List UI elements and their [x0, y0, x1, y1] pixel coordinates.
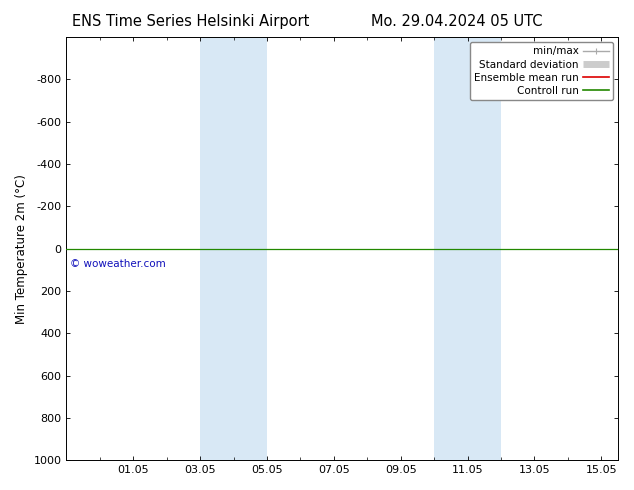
Bar — [200, 37, 267, 460]
Legend: min/max, Standard deviation, Ensemble mean run, Controll run: min/max, Standard deviation, Ensemble me… — [470, 42, 613, 100]
Text: Mo. 29.04.2024 05 UTC: Mo. 29.04.2024 05 UTC — [371, 14, 542, 29]
Bar — [434, 37, 501, 460]
Y-axis label: Min Temperature 2m (°C): Min Temperature 2m (°C) — [15, 173, 28, 323]
Text: ENS Time Series Helsinki Airport: ENS Time Series Helsinki Airport — [72, 14, 309, 29]
Text: © woweather.com: © woweather.com — [70, 259, 165, 269]
